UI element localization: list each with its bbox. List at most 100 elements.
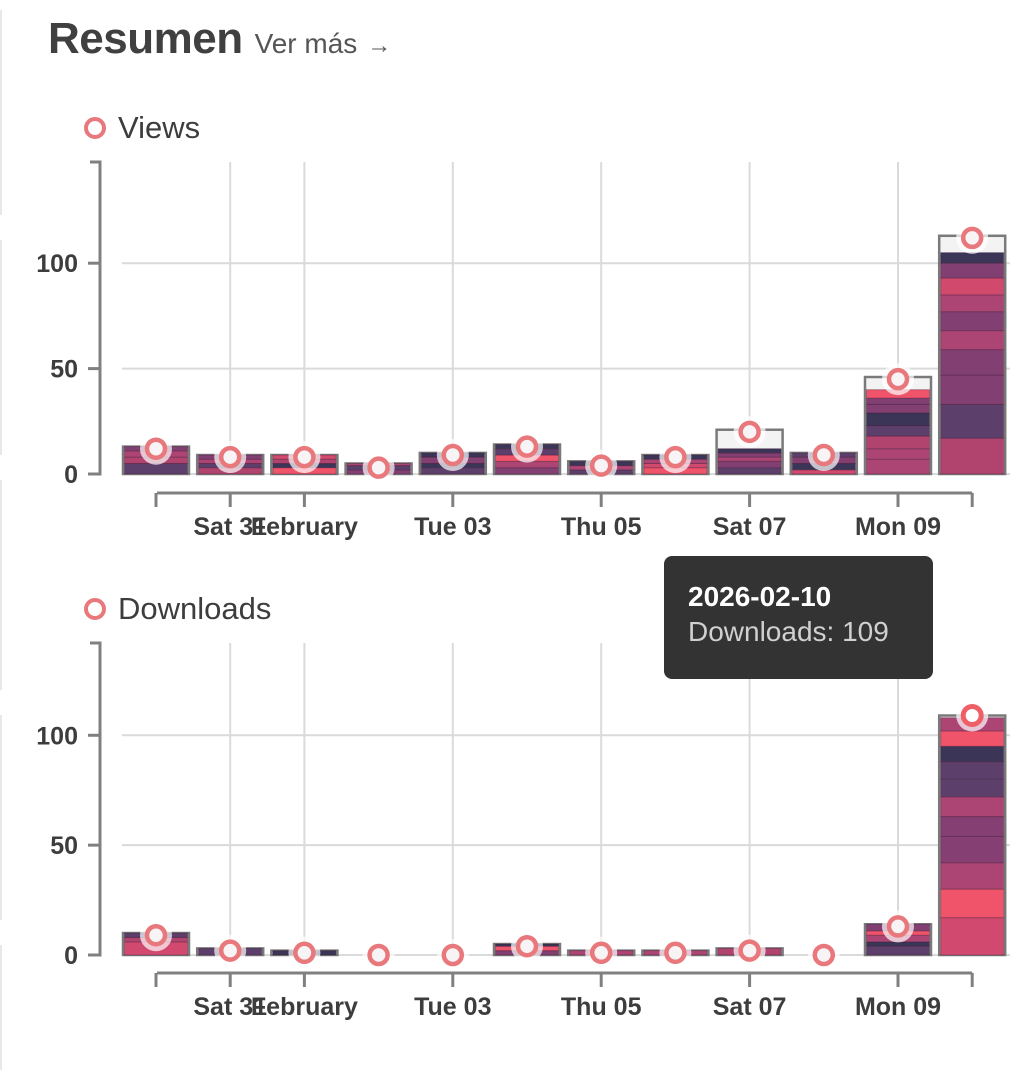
data-point [664, 445, 687, 469]
downloads-legend[interactable]: Downloads [84, 591, 271, 627]
x-tick-label: Sat 07 [713, 513, 787, 541]
y-tick-label: 100 [36, 250, 78, 278]
data-point [218, 445, 242, 469]
data-point [293, 445, 316, 469]
data-point [812, 443, 836, 467]
data-point [589, 454, 613, 477]
x-tick-label: Sat 31 [193, 513, 267, 541]
bar-segment [866, 941, 930, 947]
x-tick-label: Thu 05 [561, 993, 642, 1021]
bar-segment [866, 448, 930, 460]
y-tick-label: 50 [50, 356, 78, 384]
views-legend-label: Views [118, 110, 201, 145]
data-point [886, 367, 910, 391]
bar-segment [940, 277, 1005, 296]
y-tick-label: 0 [64, 942, 78, 970]
data-point [441, 943, 465, 967]
y-axis-line [90, 160, 102, 476]
left-border-segment [0, 480, 2, 690]
bar-segment [940, 374, 1005, 405]
left-border-segment [0, 945, 2, 1070]
left-border-segment [0, 240, 2, 455]
x-tick-label: Sat 31 [193, 993, 267, 1021]
x-tick-label: Tue 03 [414, 513, 491, 541]
data-point [144, 923, 168, 947]
data-point [589, 941, 613, 965]
data-point [960, 704, 984, 728]
bar-segment [866, 458, 930, 475]
bar-group [863, 375, 933, 476]
bar-segment [940, 778, 1005, 798]
section-header: Resumen Ver más → [48, 14, 391, 64]
data-point [960, 226, 984, 250]
x-tick-label: Mon 09 [855, 513, 941, 541]
bar-segment [866, 945, 930, 956]
bar-segment [940, 761, 1005, 780]
bar-segment [495, 467, 559, 475]
bar-segment [940, 403, 1005, 439]
y-tick-label: 0 [64, 461, 78, 489]
bar-segment [940, 311, 1005, 332]
bar-segment [866, 435, 930, 450]
x-tick-label: February [251, 993, 358, 1021]
y-tick-label: 100 [36, 722, 78, 750]
bar-segment [940, 252, 1005, 264]
bar-segment [717, 456, 782, 462]
bar-segment [940, 862, 1005, 890]
see-more-link[interactable]: Ver más → [255, 28, 392, 60]
bar-group [937, 714, 1007, 957]
x-tick-label: February [251, 513, 358, 541]
data-point [515, 934, 539, 958]
left-border-segment [0, 10, 2, 215]
bar-segment [940, 835, 1005, 864]
bar-segment [940, 796, 1005, 818]
y-axis-line [90, 641, 102, 957]
data-point [515, 435, 539, 458]
bar-segment [866, 397, 930, 405]
bar-segment [940, 349, 1005, 376]
bar-segment [717, 460, 782, 469]
left-border-segment [0, 715, 2, 920]
bar-segment [940, 917, 1005, 956]
x-tick-label: Thu 05 [561, 513, 642, 541]
data-point [367, 943, 390, 967]
data-point [293, 941, 316, 965]
arrow-right-icon: → [367, 32, 392, 59]
data-point [218, 939, 242, 962]
y-tick-label: 50 [50, 832, 78, 860]
bar-segment [866, 403, 930, 414]
data-point [664, 941, 687, 965]
section-title: Resumen [48, 14, 243, 63]
views-legend[interactable]: Views [84, 110, 200, 146]
ring-marker-icon [84, 598, 106, 620]
data-point [738, 939, 761, 962]
bar-segment [940, 330, 1005, 351]
bar-segment [124, 462, 188, 475]
x-tick-label: Tue 03 [414, 993, 491, 1021]
data-point [738, 420, 761, 444]
chart-tooltip: 2026-02-10 Downloads: 109 [664, 556, 933, 679]
bar-segment [940, 294, 1005, 313]
data-point [812, 943, 836, 967]
tooltip-date: 2026-02-10 [688, 581, 832, 612]
bar-segment [940, 816, 1005, 837]
bar-segment [717, 452, 782, 458]
see-more-label: Ver más [254, 28, 358, 59]
bar-segment [940, 888, 1005, 919]
bar-group [937, 234, 1007, 476]
bar-segment [940, 730, 1005, 747]
downloads-legend-label: Downloads [118, 591, 272, 626]
data-point [886, 915, 910, 938]
bar-segment [940, 745, 1005, 763]
x-tick-label: Sat 07 [713, 993, 787, 1021]
data-point [367, 456, 390, 479]
x-tick-label: Mon 09 [855, 993, 941, 1021]
data-point [441, 443, 465, 467]
bar-segment [717, 467, 782, 475]
data-point [144, 437, 168, 460]
tooltip-value: Downloads: 109 [688, 616, 889, 647]
bar-segment [940, 262, 1005, 279]
bar-segment [717, 448, 782, 454]
